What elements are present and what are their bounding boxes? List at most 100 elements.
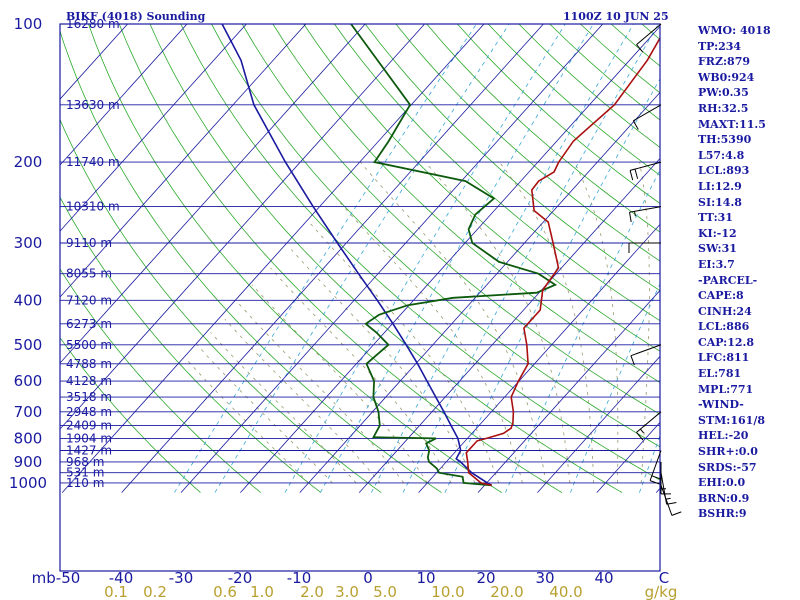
- pressure-tick-label: 700: [14, 403, 43, 421]
- dry-adiabat-line: [60, 118, 382, 493]
- isotherm-line: [60, 24, 247, 232]
- height-label: 4788 m: [66, 357, 112, 371]
- isotherm-line: [60, 24, 188, 166]
- mixing-ratio-tick-label: 5.0: [373, 583, 397, 600]
- pressure-tick-label: 300: [14, 234, 43, 252]
- height-label: 9110 m: [66, 236, 112, 250]
- isotherm-line: [60, 24, 307, 298]
- wind-barb: [660, 461, 671, 495]
- temperature-tick-label: 10: [416, 569, 435, 587]
- sounding-index-item: WB0:924: [698, 70, 755, 84]
- mixing-ratio-line: [639, 434, 660, 493]
- moist-adiabat-line: [210, 332, 357, 484]
- height-label: 8055 m: [66, 267, 112, 281]
- sounding-index-item: STM:161/8: [698, 413, 765, 427]
- moist-adiabat-line: [251, 284, 428, 484]
- temperature-tick-label: 20: [476, 569, 495, 587]
- sounding-index-item: LI:12.9: [698, 179, 742, 193]
- moist-adiabat-line: [224, 319, 381, 484]
- sounding-index-item: CINH:24: [698, 304, 752, 318]
- height-label: 1904 m: [66, 431, 112, 445]
- height-label: 10310 m: [66, 200, 120, 214]
- isotherm-line: [60, 24, 129, 100]
- dry-adiabat-line: [118, 24, 563, 493]
- background-grid: [60, 24, 693, 493]
- sounding-index-item: -WIND-: [698, 398, 744, 412]
- sounding-index-item: RH:32.5: [698, 101, 749, 115]
- dewpoint-trace: [350, 24, 558, 487]
- pressure-tick-label: 100: [14, 15, 43, 33]
- height-label: 6273 m: [66, 317, 112, 331]
- sounding-index-item: LCL:893: [698, 164, 750, 178]
- mixing-ratio-line: [570, 282, 660, 493]
- isotherm-line: [477, 289, 660, 493]
- sounding-indices-panel: WMO: 4018 TP:234 FRZ:879 WB0:924 PW:0.35 RH:3…: [698, 23, 798, 522]
- moist-adiabat-line: [186, 359, 309, 484]
- moist-adiabat-line: [574, 161, 619, 483]
- dry-adiabat-line: [272, 24, 660, 383]
- temperature-tick-label: 40: [594, 569, 613, 587]
- pressure-tick-label: 800: [14, 429, 43, 447]
- dry-adiabat-line: [88, 24, 502, 493]
- sounding-index-item: HEL:-20: [698, 429, 749, 443]
- mixing-ratio-tick-label: 1.0: [250, 583, 274, 600]
- sounding-index-item: SW:31: [698, 242, 737, 256]
- wind-barb: [630, 344, 662, 366]
- sounding-index-item: CAP:12.8: [698, 335, 755, 349]
- mixing-ratio-tick-label: 40.0: [549, 583, 582, 600]
- mixing-ratio-tick-label: 0.2: [143, 583, 167, 600]
- dry-adiabat-line: [60, 196, 322, 493]
- sounding-index-item: EI:3.7: [698, 257, 735, 271]
- sounding-index-item: LCL:886: [698, 320, 750, 334]
- sounding-index-item: TT:31: [698, 211, 733, 225]
- mixing-ratio-line: [320, 24, 594, 493]
- sounding-index-item: MPL:771: [698, 382, 754, 396]
- sounding-index-item: WMO: 4018: [698, 24, 771, 37]
- mixing-ratio-tick-label: 10.0: [431, 583, 464, 600]
- height-label: 5500 m: [66, 338, 112, 352]
- sounding-index-item: KI:-12: [698, 226, 737, 240]
- height-label: 16280 m: [66, 17, 120, 31]
- pressure-tick-label: 1000: [9, 474, 47, 492]
- sounding-traces: [221, 24, 660, 487]
- isotherm-line: [537, 355, 660, 493]
- dry-adiabat-line: [426, 24, 660, 233]
- sounding-index-item: EHI:0.0: [698, 476, 746, 490]
- sounding-index-item: TH:5390: [698, 133, 752, 147]
- dry-adiabat-line: [334, 24, 660, 322]
- temperature-tick-label: mb-50: [32, 569, 81, 587]
- mixing-ratio-tick-label: 0.1: [104, 583, 128, 600]
- wind-barb: [629, 206, 662, 223]
- sounding-index-item: TP:234: [698, 39, 742, 53]
- pressure-tick-label: 600: [14, 372, 43, 390]
- sounding-index-item: -PARCEL-: [698, 273, 758, 287]
- chart-title: BIKF (4018) Sounding: [66, 10, 206, 23]
- moist-adiabat-line: [235, 300, 404, 484]
- height-label: 7120 m: [66, 293, 112, 307]
- mixing-ratio-line: [284, 24, 566, 493]
- height-label: 3518 m: [66, 390, 112, 404]
- pressure-tick-label: 200: [14, 153, 43, 171]
- height-label: 2948 m: [66, 405, 112, 419]
- height-label: 4128 m: [66, 374, 112, 388]
- height-label: 11740 m: [66, 155, 120, 169]
- height-label: 110 m: [66, 476, 104, 490]
- wind-barb: [660, 485, 682, 516]
- wind-barb: [632, 104, 662, 130]
- pressure-tick-label: 500: [14, 336, 43, 354]
- chart-time: 1100Z 10 JUN 25: [563, 10, 669, 23]
- moist-adiabat-line: [665, 162, 693, 483]
- temperature-tick-label: -30: [169, 569, 194, 587]
- parcel-trace: [221, 24, 493, 487]
- sounding-index-item: BSHR:9: [698, 507, 747, 521]
- sounding-index-item: EL:781: [698, 367, 742, 381]
- moist-adiabat-line: [270, 267, 452, 484]
- mixing-ratio-tick-label: 0.6: [213, 583, 237, 600]
- sounding-index-item: LFC:811: [698, 351, 750, 365]
- mixing-ratio-line: [444, 78, 660, 493]
- dry-adiabat-line: [180, 24, 660, 481]
- sounding-index-item: SI:14.8: [698, 195, 742, 209]
- dry-adiabat-line: [241, 24, 660, 415]
- isotherm-line: [240, 25, 660, 493]
- mixing-ratio-line: [174, 24, 477, 493]
